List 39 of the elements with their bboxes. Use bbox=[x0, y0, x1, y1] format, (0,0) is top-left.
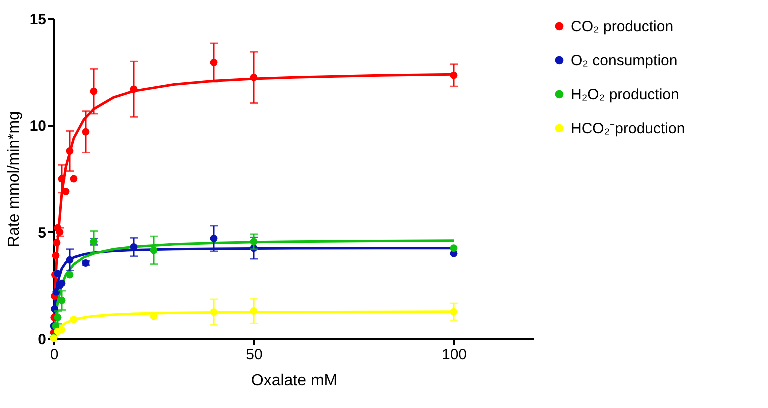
point bbox=[52, 288, 60, 296]
y-axis-title: Rate mmol/min*mg bbox=[6, 111, 23, 248]
point bbox=[90, 88, 98, 96]
legend-label: HCO₂⁻production bbox=[571, 120, 686, 138]
y-tick-label: 15 bbox=[30, 12, 46, 28]
point bbox=[70, 175, 78, 183]
x-tick-label: 100 bbox=[442, 346, 468, 364]
point bbox=[58, 326, 66, 334]
point bbox=[66, 271, 74, 279]
y-tick-label: 5 bbox=[38, 224, 46, 242]
point bbox=[66, 256, 74, 264]
point bbox=[62, 188, 70, 196]
x-axis-title: Oxalate mM bbox=[251, 372, 338, 390]
point bbox=[82, 128, 90, 136]
point bbox=[450, 308, 458, 316]
point bbox=[53, 239, 61, 247]
point bbox=[210, 308, 218, 316]
point bbox=[150, 246, 158, 254]
point bbox=[58, 296, 66, 304]
y-tick-label: 10 bbox=[30, 118, 46, 136]
legend-label: CO₂ production bbox=[571, 18, 674, 36]
point bbox=[250, 74, 258, 82]
point bbox=[54, 270, 62, 278]
point bbox=[250, 308, 258, 315]
x-tick-label: 0 bbox=[50, 346, 59, 364]
point bbox=[210, 235, 218, 242]
point bbox=[58, 175, 66, 183]
x-tick-label: 50 bbox=[246, 346, 263, 364]
point bbox=[66, 148, 74, 155]
y-tick-label: 0 bbox=[38, 332, 46, 348]
legend-label: H₂O₂ production bbox=[571, 86, 680, 104]
point bbox=[250, 238, 258, 246]
point bbox=[130, 86, 138, 94]
legend-label: O₂ consumption bbox=[571, 52, 678, 70]
point bbox=[450, 244, 458, 252]
point bbox=[450, 72, 458, 80]
point bbox=[52, 252, 60, 260]
point bbox=[210, 59, 218, 66]
point bbox=[54, 314, 62, 322]
